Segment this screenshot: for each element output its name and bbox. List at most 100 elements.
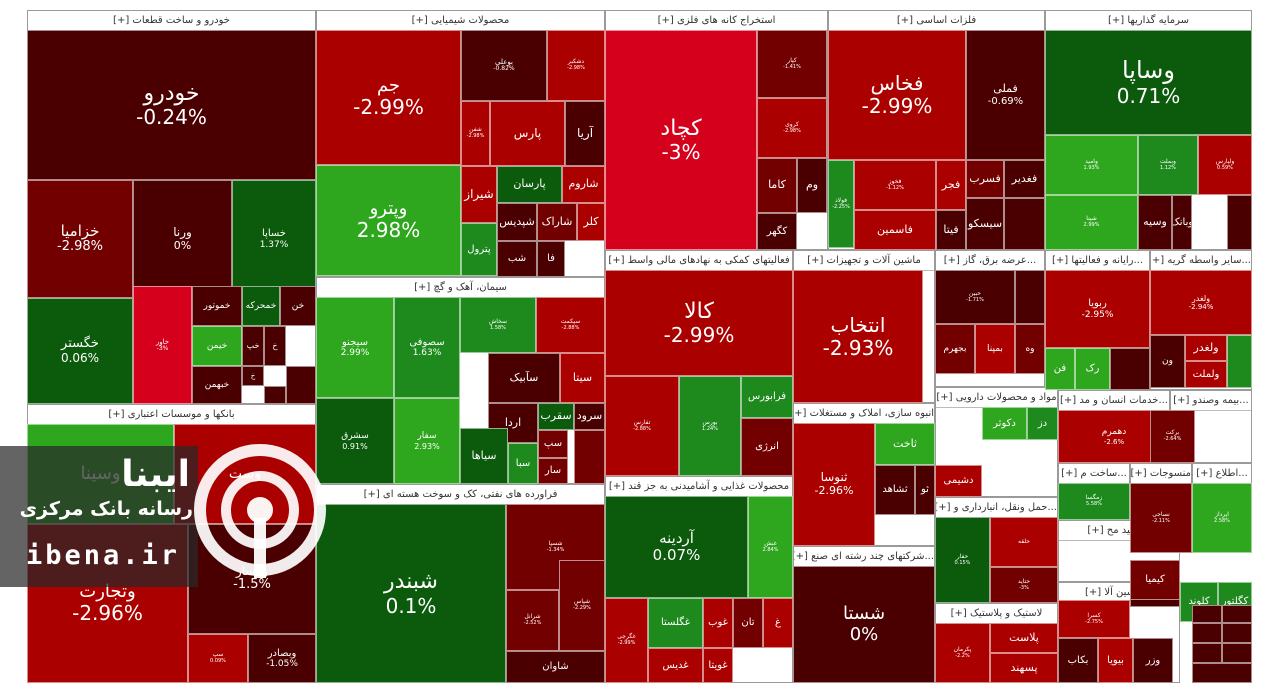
stock-tile[interactable]: بکاب	[1058, 638, 1098, 683]
stock-tile[interactable]: شب	[497, 241, 537, 277]
mini-tile[interactable]	[1192, 663, 1252, 683]
stock-tile[interactable]: کگهر	[757, 213, 797, 250]
stock-tile[interactable]: پلاست	[990, 623, 1058, 653]
stock-tile[interactable]: رک	[1075, 348, 1110, 390]
mini-tile[interactable]	[286, 366, 316, 404]
stock-tile[interactable]: کروی -2.98%	[757, 98, 827, 158]
mini-tile[interactable]	[1227, 335, 1252, 388]
stock-tile[interactable]: خساپا 1.37%	[232, 180, 316, 298]
stock-tile[interactable]: فن	[1045, 348, 1075, 390]
stock-tile[interactable]: سیتا	[560, 353, 605, 403]
stock-tile[interactable]: فرابورس	[741, 376, 793, 418]
stock-tile[interactable]: زمگسا 5.58%	[1058, 483, 1130, 520]
stock-tile[interactable]: پارس	[490, 101, 565, 166]
stock-tile[interactable]: بیویا	[1098, 638, 1133, 683]
stock-tile[interactable]: شپاس -2.29%	[559, 560, 605, 651]
mini-tile[interactable]	[1192, 623, 1222, 643]
sector-header[interactable]: محصولات غذایی و آشامیدنی به جز قند [+]	[606, 477, 792, 497]
stock-tile[interactable]: پکرمان -2.2%	[935, 623, 990, 683]
sector-header[interactable]: ...ساخت م [+]	[1059, 464, 1129, 484]
stock-tile[interactable]: ولغدر -2.94%	[1150, 270, 1252, 335]
stock-tile[interactable]: خزامیا -2.98%	[27, 180, 133, 298]
stock-tile[interactable]: کلر	[577, 203, 605, 241]
stock-tile[interactable]: ثو	[915, 465, 935, 515]
sector-header[interactable]: محصولات شیمیایی [+]	[317, 11, 604, 31]
stock-tile[interactable]: ورنا 0%	[133, 180, 232, 298]
stock-tile[interactable]: برکت -2.64%	[1150, 410, 1195, 463]
mini-tile[interactable]	[1222, 623, 1252, 643]
mini-tile[interactable]	[1227, 195, 1252, 250]
mini-tile[interactable]	[1192, 605, 1222, 623]
stock-tile[interactable]: خیمن	[192, 326, 242, 366]
mini-tile[interactable]	[574, 430, 605, 484]
sector-header[interactable]: فراورده های نفتی، کک و سوخت هسته ای [+]	[317, 485, 604, 505]
stock-tile[interactable]: سپکمت -2.88%	[536, 297, 605, 353]
stock-tile[interactable]: دکوثر	[982, 407, 1027, 440]
stock-tile[interactable]: شاوان	[506, 651, 605, 683]
sector-header[interactable]: ...اطلاع [+]	[1193, 464, 1251, 484]
stock-tile[interactable]: شفن -2.98%	[461, 101, 490, 166]
stock-tile[interactable]: وه	[1015, 324, 1045, 374]
stock-tile[interactable]: خپ	[242, 326, 264, 366]
stock-tile[interactable]: وبملت 1.12%	[1138, 135, 1198, 195]
stock-tile[interactable]: غدیس	[648, 648, 703, 683]
mini-tile[interactable]	[1222, 643, 1252, 663]
stock-tile[interactable]: کسرا -2.75%	[1058, 600, 1130, 638]
stock-tile[interactable]: تان	[733, 598, 763, 648]
stock-tile[interactable]: سیسکو	[966, 198, 1004, 250]
stock-tile[interactable]: خن	[280, 286, 316, 326]
stock-tile[interactable]: ربویا -2.95%	[1045, 270, 1150, 348]
stock-tile[interactable]: خودرو -0.24%	[27, 30, 316, 180]
stock-tile[interactable]: ولملت	[1185, 361, 1227, 388]
stock-tile[interactable]: بوعلی -0.82%	[461, 30, 547, 101]
sector-header[interactable]: سرمایه گذاریها [+]	[1046, 11, 1251, 31]
mini-tile[interactable]	[1110, 348, 1150, 390]
stock-tile[interactable]: وپترو 2.98%	[316, 165, 461, 276]
stock-tile[interactable]: ثشاهد	[875, 465, 915, 515]
stock-tile[interactable]: فخوز -1.12%	[854, 160, 936, 210]
sector-header[interactable]: ...رایانه و فعالیتها [+]	[1046, 251, 1149, 271]
stock-tile[interactable]: انرژی	[741, 418, 793, 476]
stock-tile[interactable]: سپ	[538, 430, 568, 458]
stock-tile[interactable]: حتاید -3%	[990, 567, 1058, 603]
sector-header[interactable]: فلزات اساسی [+]	[829, 11, 1044, 31]
sector-header[interactable]: انبوه سازی، املاک و مستغلات [+]	[794, 404, 934, 424]
stock-tile[interactable]: سفار 2.93%	[394, 398, 460, 484]
stock-tile[interactable]: خ	[242, 366, 264, 386]
stock-tile[interactable]: سبا	[508, 443, 538, 484]
stock-tile[interactable]: خمحرکه	[242, 286, 280, 326]
sector-header[interactable]: ...عرضه برق، گاز [+]	[936, 251, 1044, 271]
stock-tile[interactable]: غگرجی -2.99%	[605, 598, 648, 683]
stock-tile[interactable]: فسرب	[966, 160, 1004, 198]
stock-tile[interactable]: شستا 0%	[793, 566, 935, 683]
stock-tile[interactable]: کپار -1.41%	[757, 30, 827, 98]
stock-tile[interactable]: ثنوسا -2.96%	[793, 423, 875, 546]
stock-tile[interactable]: وبانک	[1172, 195, 1192, 250]
stock-tile[interactable]: سخاش 1.58%	[460, 297, 536, 353]
stock-tile[interactable]: سقرب	[538, 403, 574, 430]
stock-tile[interactable]: فخاس -2.99%	[828, 30, 966, 160]
stock-tile[interactable]: ثاخت	[875, 423, 935, 465]
stock-tile[interactable]: خ	[264, 326, 286, 366]
sector-header[interactable]: سیمان، آهک و گچ [+]	[317, 278, 604, 298]
stock-tile[interactable]: نساجی -2.11%	[1130, 483, 1192, 553]
stock-tile[interactable]: بمپنا	[975, 324, 1015, 374]
stock-tile[interactable]: سرود	[574, 403, 605, 430]
stock-tile[interactable]: خبهمن	[192, 366, 242, 404]
stock-tile[interactable]: وم	[797, 158, 827, 213]
stock-tile[interactable]: سپ 0.09%	[188, 634, 248, 683]
stock-tile[interactable]: غ	[763, 598, 793, 648]
sector-header[interactable]: ...شرکتهای چند رشته ای صنع [+]	[794, 547, 934, 567]
mini-tile[interactable]	[264, 386, 286, 404]
stock-tile[interactable]: پارسان	[497, 166, 562, 203]
stock-tile[interactable]: حبین -1.71%	[935, 270, 1015, 324]
stock-tile[interactable]: ولپارس 0.59%	[1198, 135, 1252, 195]
stock-tile[interactable]: پسهند	[990, 653, 1058, 683]
sector-header[interactable]: ماشین آلات و تجهیزات [+]	[794, 251, 934, 271]
stock-tile[interactable]: شیراز	[461, 166, 497, 223]
stock-tile[interactable]: اردا	[488, 403, 538, 443]
stock-tile[interactable]: دز	[1027, 407, 1058, 440]
stock-tile[interactable]: غوب	[703, 598, 733, 648]
stock-tile[interactable]: آریا	[565, 101, 605, 166]
stock-tile[interactable]: فجر	[936, 160, 966, 210]
